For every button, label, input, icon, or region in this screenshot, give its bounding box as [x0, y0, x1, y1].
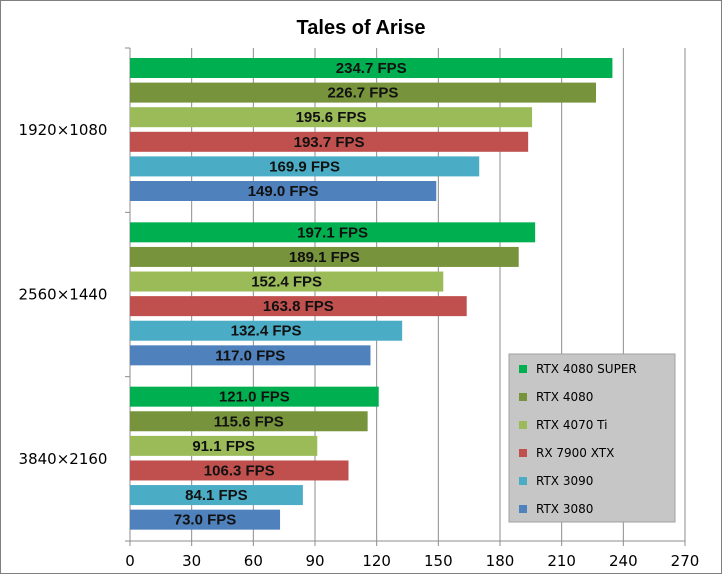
bar — [130, 246, 519, 267]
bar-value-label: 152.4 FPS — [251, 274, 322, 291]
legend-swatch — [519, 393, 527, 401]
bar-value-label: 197.1 FPS — [297, 224, 368, 241]
x-tick-label: 60 — [244, 552, 263, 570]
bar-value-label: 106.3 FPS — [204, 462, 275, 479]
bar — [130, 460, 349, 481]
legend: RTX 4080 SUPER RTX 4080 RTX 4070 Ti RX 7900… — [508, 353, 676, 523]
bar — [130, 320, 403, 341]
bar — [130, 386, 379, 407]
bar-value-label: 195.6 FPS — [296, 109, 367, 126]
legend-label: RTX 4080 SUPER — [536, 362, 637, 376]
bar — [130, 58, 613, 78]
x-tick-label: 0 — [125, 552, 135, 570]
bar-value-label: 84.1 FPS — [185, 487, 248, 504]
x-tick-label: 180 — [486, 552, 515, 570]
bar — [130, 156, 480, 177]
bar — [130, 82, 596, 103]
grid-lines — [191, 48, 686, 541]
bar — [130, 296, 467, 317]
bar — [130, 222, 536, 243]
legend-swatch — [519, 505, 527, 513]
legend-label: RTX 4080 — [536, 390, 593, 404]
legend-swatch — [519, 477, 527, 485]
bar — [130, 271, 444, 292]
legend-swatch — [519, 449, 527, 457]
bar-value-label: 73.0 FPS — [174, 512, 237, 529]
bar-value-label: 193.7 FPS — [294, 134, 365, 151]
bar-value-label: 226.7 FPS — [328, 85, 399, 102]
category-label: 3840×2160 — [19, 450, 108, 468]
legend-swatch — [519, 421, 527, 429]
bar-value-label: 91.1 FPS — [192, 438, 255, 455]
bar-value-label: 121.0 FPS — [219, 389, 290, 406]
bar — [130, 107, 533, 128]
x-tick-label: 90 — [305, 552, 324, 570]
bar — [130, 411, 368, 432]
bar-value-label: 149.0 FPS — [248, 183, 319, 200]
bar-value-label: 115.6 FPS — [214, 413, 284, 430]
legend-label: RTX 3080 — [536, 502, 593, 516]
bar-value-label: 189.1 FPS — [289, 249, 360, 266]
x-tick-label: 30 — [182, 552, 201, 570]
bar-value-label: 132.4 FPS — [231, 323, 302, 340]
category-labels: 1920×1080 2560×1440 3840×2160 — [19, 121, 108, 468]
x-tick-label: 120 — [362, 552, 391, 570]
bar-value-label: 234.7 FPS — [336, 60, 407, 77]
bar-labels: 234.7 FPS 226.7 FPS 195.6 FPS 193.7 FPS 169.… — [174, 60, 407, 529]
axes — [125, 47, 686, 546]
x-tick-label: 210 — [547, 552, 576, 570]
x-tick-label: 240 — [609, 552, 638, 570]
tick-labels: 0 30 60 90 120 150 180 210 240 270 — [125, 552, 699, 570]
bar-value-label: 169.9 FPS — [269, 158, 340, 175]
legend-swatch — [519, 365, 527, 373]
bar — [130, 181, 437, 201]
category-label: 1920×1080 — [19, 121, 108, 139]
bar — [130, 345, 371, 366]
bar-value-label: 117.0 FPS — [215, 347, 285, 364]
x-tick-label: 270 — [671, 552, 700, 570]
x-tick-label: 150 — [424, 552, 453, 570]
bar — [130, 509, 281, 530]
legend-label: RTX 3090 — [536, 474, 593, 488]
bar — [130, 485, 303, 506]
bar-value-label: 163.8 FPS — [263, 298, 334, 315]
chart-title: Tales of Arise — [297, 17, 426, 39]
bar — [130, 131, 529, 152]
category-label: 2560×1440 — [19, 286, 108, 304]
legend-box — [508, 353, 676, 523]
bar — [130, 435, 318, 456]
legend-label: RTX 4070 Ti — [536, 418, 607, 432]
legend-label: RX 7900 XTX — [536, 446, 614, 460]
bars — [130, 58, 613, 530]
